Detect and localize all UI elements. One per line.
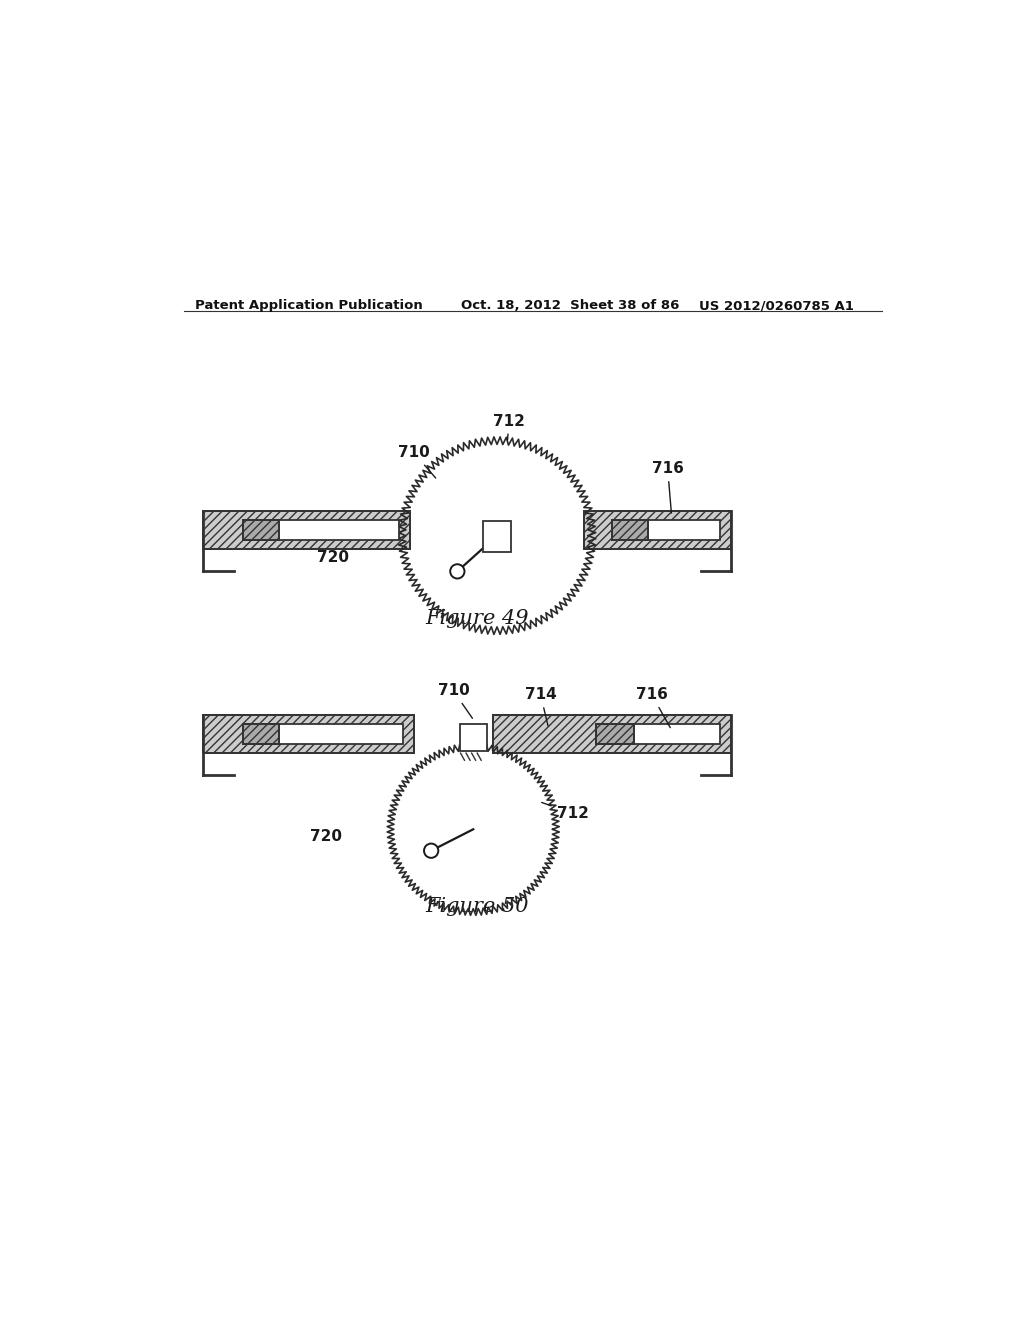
Text: 712: 712 [542, 803, 589, 821]
Bar [585, 511, 731, 549]
Text: Patent Application Publication: Patent Application Publication [196, 300, 423, 312]
Circle shape [424, 843, 438, 858]
Text: 710: 710 [437, 684, 472, 718]
Text: 720: 720 [310, 829, 342, 843]
Bar [596, 723, 720, 744]
Bar [204, 715, 414, 754]
Text: 716: 716 [651, 461, 684, 513]
Bar [243, 520, 399, 540]
Bar [243, 520, 279, 540]
Bar [204, 511, 410, 549]
Text: Oct. 18, 2012  Sheet 38 of 86: Oct. 18, 2012 Sheet 38 of 86 [461, 300, 680, 312]
Bar [482, 521, 511, 552]
Bar [596, 723, 634, 744]
Bar [612, 520, 648, 540]
Text: Figure 50: Figure 50 [425, 896, 529, 916]
Text: 714: 714 [524, 688, 557, 726]
Bar [596, 723, 634, 744]
Bar [612, 520, 721, 540]
Bar [460, 723, 486, 751]
Text: 716: 716 [636, 688, 671, 727]
Text: Figure 49: Figure 49 [425, 610, 529, 628]
Text: 710: 710 [397, 445, 435, 478]
Bar [243, 723, 279, 744]
Text: 712: 712 [493, 413, 525, 440]
Bar [204, 715, 414, 754]
Bar [612, 520, 648, 540]
Bar [494, 715, 731, 754]
Bar [585, 511, 731, 549]
Bar [204, 511, 410, 549]
Bar [243, 723, 403, 744]
Bar [494, 715, 731, 754]
Circle shape [451, 564, 465, 578]
Bar [243, 520, 279, 540]
Text: 720: 720 [316, 549, 348, 565]
Text: US 2012/0260785 A1: US 2012/0260785 A1 [699, 300, 854, 312]
Bar [243, 723, 279, 744]
